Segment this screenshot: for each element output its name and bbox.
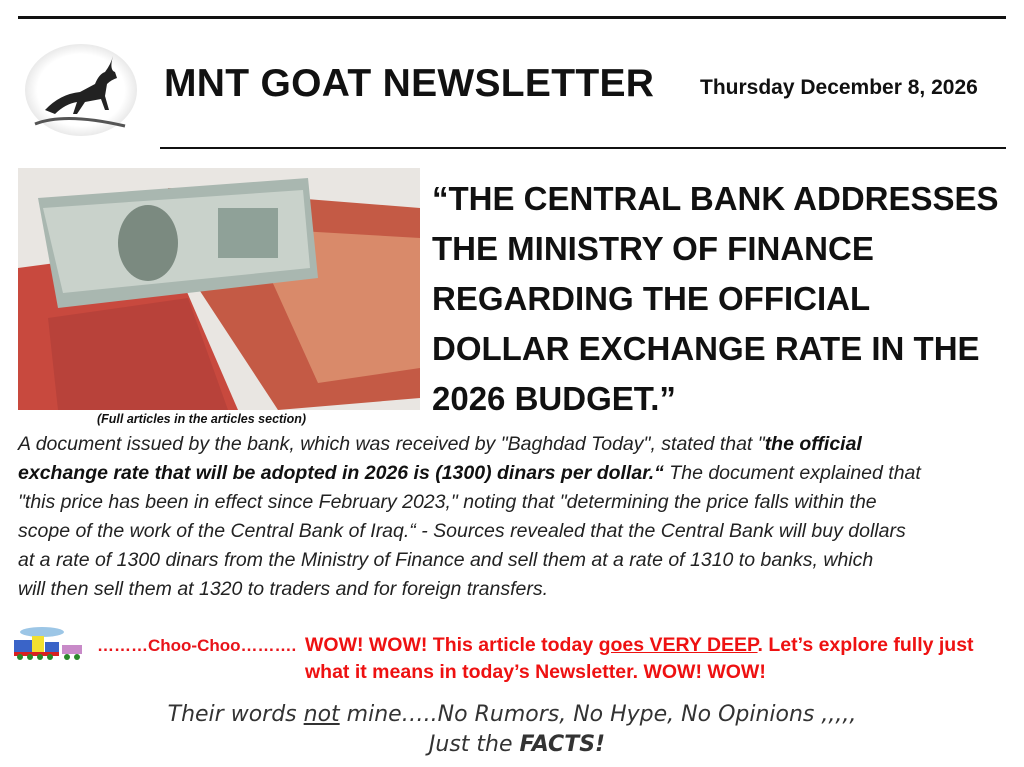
body-text: scope of the work of the Central Bank of… (18, 520, 906, 542)
goat-logo (25, 44, 137, 136)
header-rule (160, 147, 1006, 149)
wow-text: WOW! WOW! This article today (305, 634, 599, 656)
issue-date: Thursday December 8, 2026 (700, 76, 978, 99)
article-summary: A document issued by the bank, which was… (18, 430, 921, 604)
wow-text: what it means in today’s Newsletter. WOW… (305, 661, 766, 683)
newsletter-title: MNT GOAT NEWSLETTER (164, 62, 655, 105)
body-bold-text: the official (764, 433, 862, 455)
body-text: will then sell them at 1320 to traders a… (18, 578, 549, 600)
highlight-text: WOW! WOW! This article today goes VERY D… (305, 632, 974, 686)
body-text: A document issued by the bank, which was… (18, 433, 765, 455)
tagline-underlined: not (303, 702, 340, 727)
body-text: The document explained that (663, 462, 921, 484)
wow-text: . Let’s explore fully just (757, 634, 974, 656)
body-text: "this price has been in effect since Feb… (18, 491, 877, 513)
wow-underlined-text: goes VERY DEEP (598, 634, 758, 656)
body-bold-text: exchange rate that will be adopted in 20… (18, 462, 664, 484)
top-rule (18, 16, 1006, 19)
headline-line: DOLLAR EXCHANGE RATE IN THE (432, 330, 980, 367)
headline-line: REGARDING THE OFFICIAL (432, 280, 871, 317)
headline-line: “THE CENTRAL BANK ADDRESSES (432, 180, 999, 217)
currency-photo (18, 168, 420, 410)
headline: “THE CENTRAL BANK ADDRESSES THE MINISTRY… (432, 174, 1022, 424)
footer-tagline: Their words not mine…..No Rumors, No Hyp… (0, 700, 1024, 760)
headline-line: 2026 BUDGET.” (432, 380, 676, 417)
tagline-text: mine…..No Rumors, No Hype, No Opinions ,… (339, 702, 857, 727)
headline-line: THE MINISTRY OF FINANCE (432, 230, 874, 267)
choo-choo-text: ………Choo-Choo………. (97, 636, 297, 655)
photo-caption: (Full articles in the articles section) (97, 412, 307, 426)
tagline-bold: FACTS! (519, 732, 606, 757)
body-text: at a rate of 1300 dinars from the Minist… (18, 549, 874, 571)
tagline-text: Their words (167, 702, 304, 727)
train-icon (12, 626, 86, 662)
tagline-text: Just the (428, 732, 520, 757)
